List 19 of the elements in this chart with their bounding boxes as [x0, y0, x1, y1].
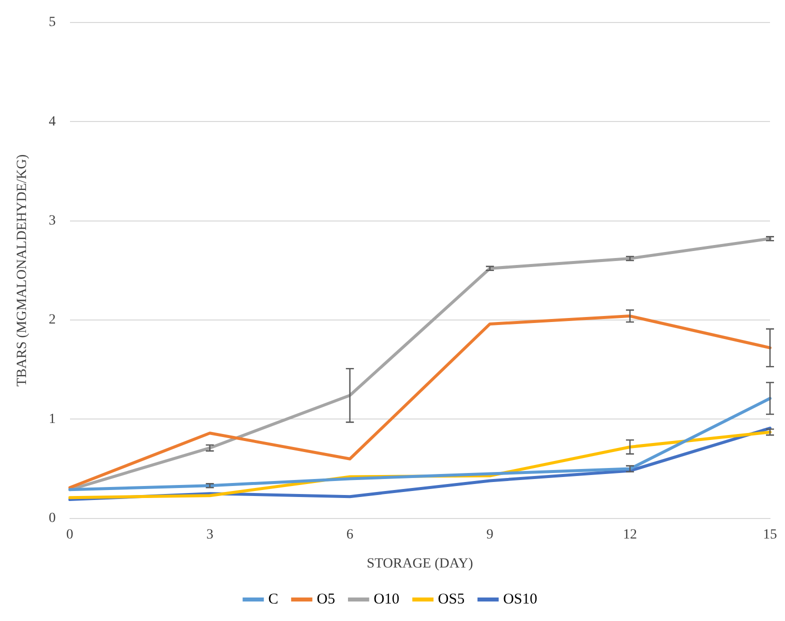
legend-label: C	[268, 591, 278, 608]
legend-label: OS10	[503, 591, 538, 608]
x-tick-label: 0	[66, 527, 74, 542]
x-tick-label: 6	[346, 527, 354, 542]
y-axis-title: TBARS (MGMALONALDEHYDE/KG)	[15, 154, 30, 386]
x-tick-label: 15	[763, 527, 777, 542]
y-tick-label: 4	[48, 114, 56, 130]
y-tick-label: 3	[48, 213, 56, 228]
y-tick-label: 5	[48, 15, 56, 30]
x-tick-label: 12	[622, 527, 637, 542]
x-axis-title: STORAGE (DAY)	[366, 556, 474, 572]
y-tick-label: 0	[48, 511, 56, 526]
legend-label: O5	[316, 591, 336, 608]
x-tick-label: 9	[486, 527, 494, 542]
x-tick-label: 3	[206, 527, 214, 542]
legend-label: OS5	[438, 591, 465, 608]
y-tick-label: 1	[48, 412, 56, 427]
y-tick-label: 2	[48, 312, 56, 328]
legend-label: O10	[374, 591, 400, 608]
